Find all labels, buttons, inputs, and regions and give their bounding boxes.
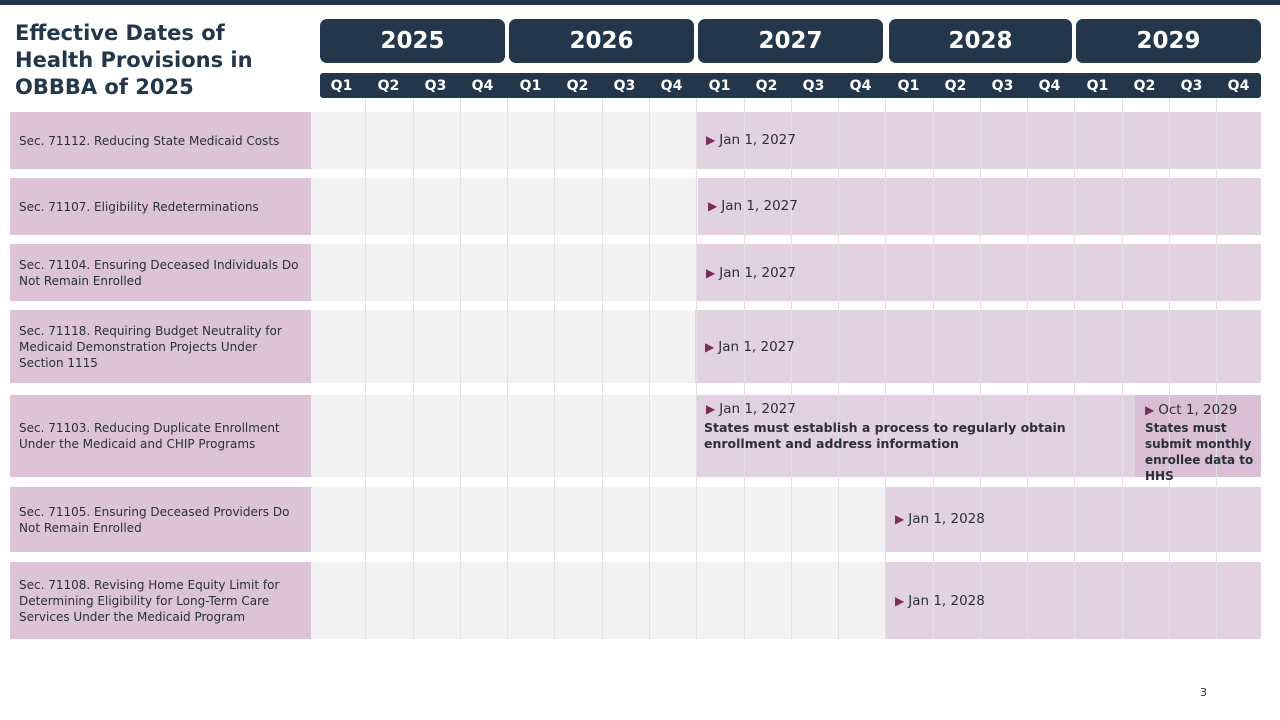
timeline-bar: [697, 395, 1135, 477]
provision-label: Sec. 71108. Revising Home Equity Limit f…: [10, 562, 311, 639]
milestone-date: Jan 1, 2028: [908, 593, 985, 609]
timeline-bar: [885, 562, 1261, 639]
grid-line: [1169, 98, 1170, 639]
milestone-description: States must submit monthly enrollee data…: [1145, 421, 1254, 483]
triangle-right-icon: ▶: [895, 594, 905, 608]
milestone-date: Jan 1, 2027: [719, 132, 796, 148]
page-number: 3: [1200, 686, 1207, 699]
milestone: ▶ Jan 1, 2028: [895, 511, 985, 527]
milestone: ▶ Jan 1, 2027: [706, 401, 796, 417]
year-header-2027: 2027: [698, 19, 883, 63]
provision-label: Sec. 71118. Requiring Budget Neutrality …: [10, 310, 311, 383]
quarter-label: Q3: [613, 77, 636, 94]
grid-line: [933, 98, 934, 639]
timeline-bar: [885, 487, 1261, 552]
grid-line: [885, 98, 886, 639]
milestone: ▶ Jan 1, 2027: [706, 132, 796, 148]
grid-line: [602, 98, 603, 639]
triangle-right-icon: ▶: [895, 512, 905, 526]
milestone-date: Jan 1, 2027: [721, 198, 798, 214]
milestone: ▶ Jan 1, 2027: [705, 339, 795, 355]
quarter-label: Q4: [660, 77, 683, 94]
page-title: Effective Dates of Health Provisions in …: [15, 21, 253, 99]
quarter-label: Q2: [1133, 77, 1156, 94]
quarter-label: Q1: [1086, 77, 1109, 94]
quarter-label: Q2: [566, 77, 589, 94]
year-header-2026: 2026: [509, 19, 694, 63]
provision-label: Sec. 71107. Eligibility Redeterminations: [10, 178, 311, 235]
row-background: [311, 178, 1261, 235]
provision-label: Sec. 71105. Ensuring Deceased Providers …: [10, 487, 311, 552]
triangle-right-icon: ▶: [706, 266, 716, 280]
quarter-label: Q1: [519, 77, 542, 94]
triangle-right-icon: ▶: [705, 340, 715, 354]
year-header-2025: 2025: [320, 19, 505, 63]
grid-line: [365, 98, 366, 639]
timeline-bar: [696, 244, 1261, 301]
timeline-bar-phase-two: [1135, 395, 1261, 477]
milestone-date: Jan 1, 2027: [719, 265, 796, 281]
grid-line: [1122, 98, 1123, 639]
milestone-description: States must establish a process to regul…: [704, 420, 1066, 451]
quarter-label: Q3: [424, 77, 447, 94]
quarter-label: Q4: [1038, 77, 1061, 94]
grid-line: [649, 98, 650, 639]
grid-line: [507, 98, 508, 639]
row-background: [311, 244, 1261, 301]
quarter-label: Q2: [377, 77, 400, 94]
grid-line: [1216, 98, 1217, 639]
grid-line: [791, 98, 792, 639]
triangle-right-icon: ▶: [706, 402, 716, 416]
grid-line: [460, 98, 461, 639]
milestone: ▶ Jan 1, 2027: [706, 265, 796, 281]
quarter-label: Q2: [944, 77, 967, 94]
grid-line: [413, 98, 414, 639]
row-background: [311, 562, 1261, 639]
milestone-date: Oct 1, 2029: [1158, 402, 1238, 418]
milestone: ▶ Jan 1, 2028: [895, 593, 985, 609]
timeline-bar: [695, 310, 1261, 383]
milestone-date: Jan 1, 2027: [719, 401, 796, 417]
quarter-label: Q1: [897, 77, 920, 94]
quarter-label: Q3: [991, 77, 1014, 94]
grid-line: [696, 98, 697, 639]
triangle-right-icon: ▶: [1145, 403, 1155, 417]
year-header-2029: 2029: [1076, 19, 1261, 63]
quarter-label: Q3: [802, 77, 825, 94]
milestone-date: Jan 1, 2028: [908, 511, 985, 527]
milestone: ▶ Oct 1, 2029: [1145, 402, 1237, 418]
provision-label: Sec. 71104. Ensuring Deceased Individual…: [10, 244, 311, 301]
quarter-label: Q2: [755, 77, 778, 94]
quarter-header-bar: [320, 73, 1261, 98]
row-background: [311, 487, 1261, 552]
row-background: [311, 112, 1261, 169]
year-header-2028: 2028: [889, 19, 1072, 63]
grid-line: [838, 98, 839, 639]
row-background: [311, 310, 1261, 383]
quarter-label: Q1: [330, 77, 353, 94]
quarter-label: Q1: [708, 77, 731, 94]
top-accent-bar: [0, 0, 1280, 5]
grid-line: [980, 98, 981, 639]
quarter-label: Q4: [849, 77, 872, 94]
provision-label: Sec. 71103. Reducing Duplicate Enrollmen…: [10, 395, 311, 477]
grid-line: [554, 98, 555, 639]
milestone: ▶ Jan 1, 2027: [708, 198, 798, 214]
triangle-right-icon: ▶: [706, 133, 716, 147]
milestone-date: Jan 1, 2027: [718, 339, 795, 355]
quarter-label: Q3: [1180, 77, 1203, 94]
grid-line: [744, 98, 745, 639]
grid-line: [1027, 98, 1028, 639]
row-background: [311, 395, 1261, 477]
triangle-right-icon: ▶: [708, 199, 718, 213]
grid-line: [1074, 98, 1075, 639]
quarter-label: Q4: [471, 77, 494, 94]
provision-label: Sec. 71112. Reducing State Medicaid Cost…: [10, 112, 311, 169]
timeline-bar: [696, 112, 1261, 169]
quarter-label: Q4: [1227, 77, 1250, 94]
